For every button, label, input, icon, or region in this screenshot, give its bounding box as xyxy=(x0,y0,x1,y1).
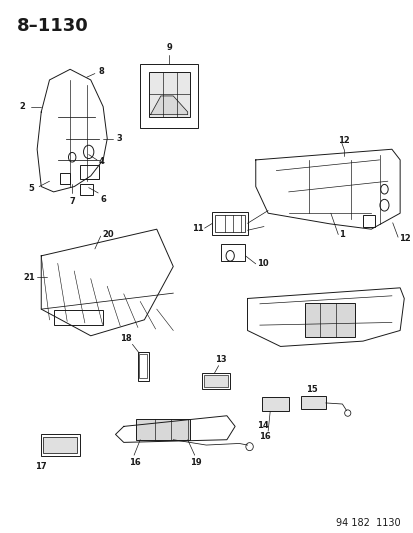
Bar xyxy=(212,212,247,235)
Bar xyxy=(139,354,147,378)
Bar xyxy=(136,419,189,440)
Text: 94 182  1130: 94 182 1130 xyxy=(335,518,399,528)
Bar xyxy=(300,396,325,409)
Text: 11: 11 xyxy=(191,224,203,232)
Text: 7: 7 xyxy=(69,197,75,206)
Text: 5: 5 xyxy=(28,184,34,192)
Bar xyxy=(362,215,374,227)
Text: 15: 15 xyxy=(305,385,316,394)
Text: 6: 6 xyxy=(100,195,106,204)
Text: 3: 3 xyxy=(116,134,122,143)
Text: 16: 16 xyxy=(259,432,271,441)
Text: 12: 12 xyxy=(337,136,349,144)
Bar xyxy=(43,437,77,453)
Bar xyxy=(203,375,227,387)
Bar xyxy=(54,310,103,325)
Text: 12: 12 xyxy=(399,235,410,243)
Bar xyxy=(59,173,70,184)
Bar xyxy=(214,215,245,232)
Text: 17: 17 xyxy=(35,462,46,471)
Bar xyxy=(80,184,93,195)
Text: 18: 18 xyxy=(119,334,131,343)
Text: 14: 14 xyxy=(257,421,268,430)
Text: 8–1130: 8–1130 xyxy=(17,17,88,35)
Bar xyxy=(220,244,245,261)
Text: 1: 1 xyxy=(338,230,344,239)
Text: 9: 9 xyxy=(166,43,171,52)
Bar xyxy=(202,373,230,389)
Text: 16: 16 xyxy=(129,458,141,467)
Text: 13: 13 xyxy=(214,355,226,364)
Text: 8: 8 xyxy=(98,68,104,76)
Bar xyxy=(148,72,189,117)
Text: 4: 4 xyxy=(99,157,104,166)
Text: 20: 20 xyxy=(102,230,114,239)
Text: 10: 10 xyxy=(256,260,268,268)
Bar xyxy=(41,434,80,456)
Text: 2: 2 xyxy=(19,102,25,111)
Bar xyxy=(138,352,148,381)
Bar xyxy=(140,64,197,128)
Bar xyxy=(80,165,99,179)
Bar xyxy=(261,397,288,411)
Text: 19: 19 xyxy=(190,458,201,467)
Bar xyxy=(304,303,354,337)
Polygon shape xyxy=(150,96,187,115)
Text: 21: 21 xyxy=(24,273,36,281)
